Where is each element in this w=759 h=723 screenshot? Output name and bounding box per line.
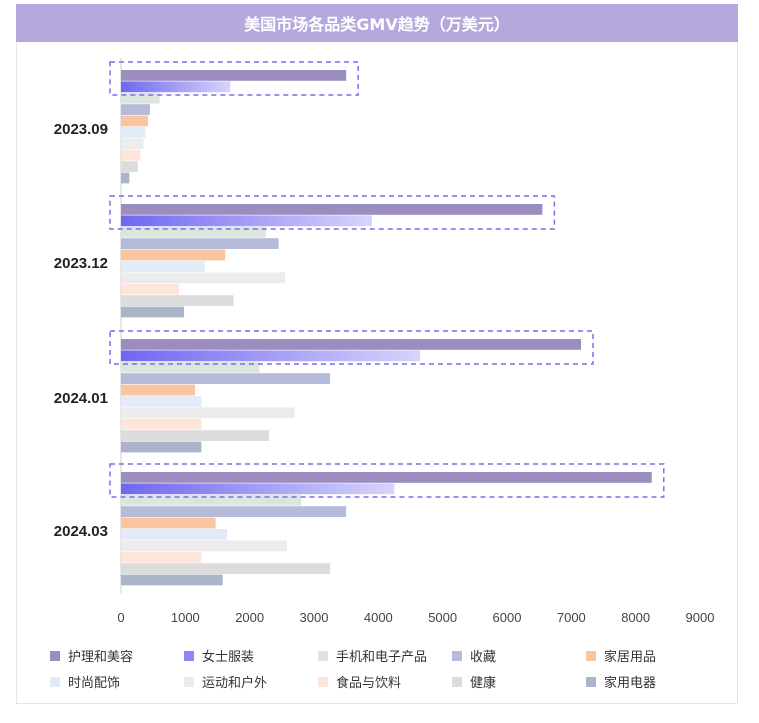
- bar-女士服装-2024.01: [121, 350, 421, 362]
- bar-家用电器-2024.01: [121, 441, 202, 453]
- legend-swatch: [452, 676, 462, 687]
- x-tick-label: 1000: [171, 610, 200, 625]
- bar-收藏-2023.09: [121, 104, 150, 115]
- legend-item: 家居用品: [586, 646, 656, 665]
- bar-收藏-2024.01: [121, 373, 331, 384]
- bar-食品与饮料-2024.03: [121, 551, 202, 563]
- legend-label: 护理和美容: [68, 650, 134, 665]
- bar-时尚配饰-2023.12: [121, 261, 205, 272]
- highlight-box: [109, 463, 665, 498]
- bar-手机和电子产品-2023.09: [121, 92, 160, 104]
- bar-时尚配饰-2023.09: [121, 127, 146, 138]
- bar-女士服装-2023.09: [121, 81, 231, 93]
- highlight-box: [109, 195, 556, 230]
- bar-家居用品-2023.12: [121, 249, 226, 261]
- bar-时尚配饰-2024.03: [121, 529, 228, 540]
- bar-运动和户外-2024.03: [121, 540, 287, 552]
- legend-swatch: [184, 676, 194, 687]
- x-tick-label: 6000: [493, 610, 522, 625]
- x-tick-label: 9000: [686, 610, 715, 625]
- legend-swatch: [318, 676, 328, 687]
- bar-收藏-2023.12: [121, 238, 279, 249]
- bar-手机和电子产品-2024.03: [121, 494, 302, 506]
- bar-家用电器-2023.12: [121, 306, 185, 318]
- legend-item: 时尚配饰: [50, 672, 120, 691]
- bar-运动和户外-2023.12: [121, 272, 286, 284]
- legend-item: 运动和户外: [184, 672, 267, 691]
- bar-家居用品-2023.09: [121, 115, 149, 127]
- legend-item: 健康: [452, 672, 496, 691]
- bar-时尚配饰-2024.01: [121, 396, 202, 407]
- x-tick-label: 0: [117, 610, 124, 625]
- legend-label: 健康: [470, 676, 497, 691]
- x-tick-label: 5000: [428, 610, 457, 625]
- category-label: 2023.09: [54, 121, 108, 138]
- legend-swatch: [50, 650, 60, 661]
- category-label: 2024.01: [54, 390, 108, 407]
- legend-swatch: [318, 650, 328, 661]
- bar-手机和电子产品-2023.12: [121, 226, 266, 238]
- bar-护理和美容-2024.03: [121, 472, 652, 483]
- legend-swatch: [184, 650, 194, 661]
- bar-家用电器-2023.09: [121, 172, 130, 184]
- legend-swatch: [586, 676, 596, 687]
- legend-swatch: [50, 676, 60, 687]
- chart-title: 美国市场各品类GMV趋势（万美元）: [16, 4, 738, 42]
- legend-item: 护理和美容: [50, 646, 133, 665]
- x-tick-label: 4000: [364, 610, 393, 625]
- legend-label: 手机和电子产品: [336, 650, 428, 665]
- bar-健康-2023.09: [121, 161, 138, 172]
- bar-健康-2023.12: [121, 295, 234, 306]
- legend-label: 女士服装: [202, 650, 255, 665]
- legend-item: 食品与饮料: [318, 672, 401, 691]
- highlight-box: [109, 330, 594, 365]
- bar-女士服装-2024.03: [121, 483, 395, 495]
- bar-护理和美容-2024.01: [121, 339, 581, 350]
- category-label: 2024.03: [54, 523, 108, 540]
- legend-label: 收藏: [470, 650, 497, 665]
- legend-label: 家居用品: [604, 650, 657, 665]
- legend-item: 女士服装: [184, 646, 254, 665]
- legend-label: 食品与饮料: [336, 676, 402, 691]
- legend-label: 家用电器: [604, 676, 657, 691]
- legend-label: 运动和户外: [202, 676, 268, 691]
- legend-item: 手机和电子产品: [318, 646, 427, 665]
- bar-健康-2024.03: [121, 563, 331, 574]
- bar-家居用品-2024.01: [121, 384, 195, 396]
- bar-女士服装-2023.12: [121, 215, 372, 227]
- x-tick-label: 2000: [235, 610, 264, 625]
- x-tick-label: 3000: [300, 610, 329, 625]
- bar-家用电器-2024.03: [121, 574, 223, 586]
- bar-运动和户外-2024.01: [121, 407, 295, 419]
- highlight-box: [109, 61, 359, 96]
- bar-家居用品-2024.03: [121, 517, 216, 529]
- bar-收藏-2024.03: [121, 506, 347, 517]
- legend-item: 家用电器: [586, 672, 656, 691]
- category-label: 2023.12: [54, 255, 108, 272]
- legend-swatch: [586, 650, 596, 661]
- bar-护理和美容-2023.12: [121, 204, 543, 215]
- bar-手机和电子产品-2024.01: [121, 361, 260, 373]
- bar-运动和户外-2023.09: [121, 138, 144, 150]
- bar-健康-2024.01: [121, 430, 269, 441]
- bar-食品与饮料-2024.01: [121, 418, 202, 430]
- x-tick-label: 8000: [621, 610, 650, 625]
- bar-食品与饮料-2023.09: [121, 149, 141, 161]
- x-tick-label: 7000: [557, 610, 586, 625]
- bar-护理和美容-2023.09: [121, 70, 347, 81]
- bar-食品与饮料-2023.12: [121, 283, 179, 295]
- legend-swatch: [452, 650, 462, 661]
- legend-item: 收藏: [452, 646, 496, 665]
- legend-label: 时尚配饰: [68, 676, 121, 691]
